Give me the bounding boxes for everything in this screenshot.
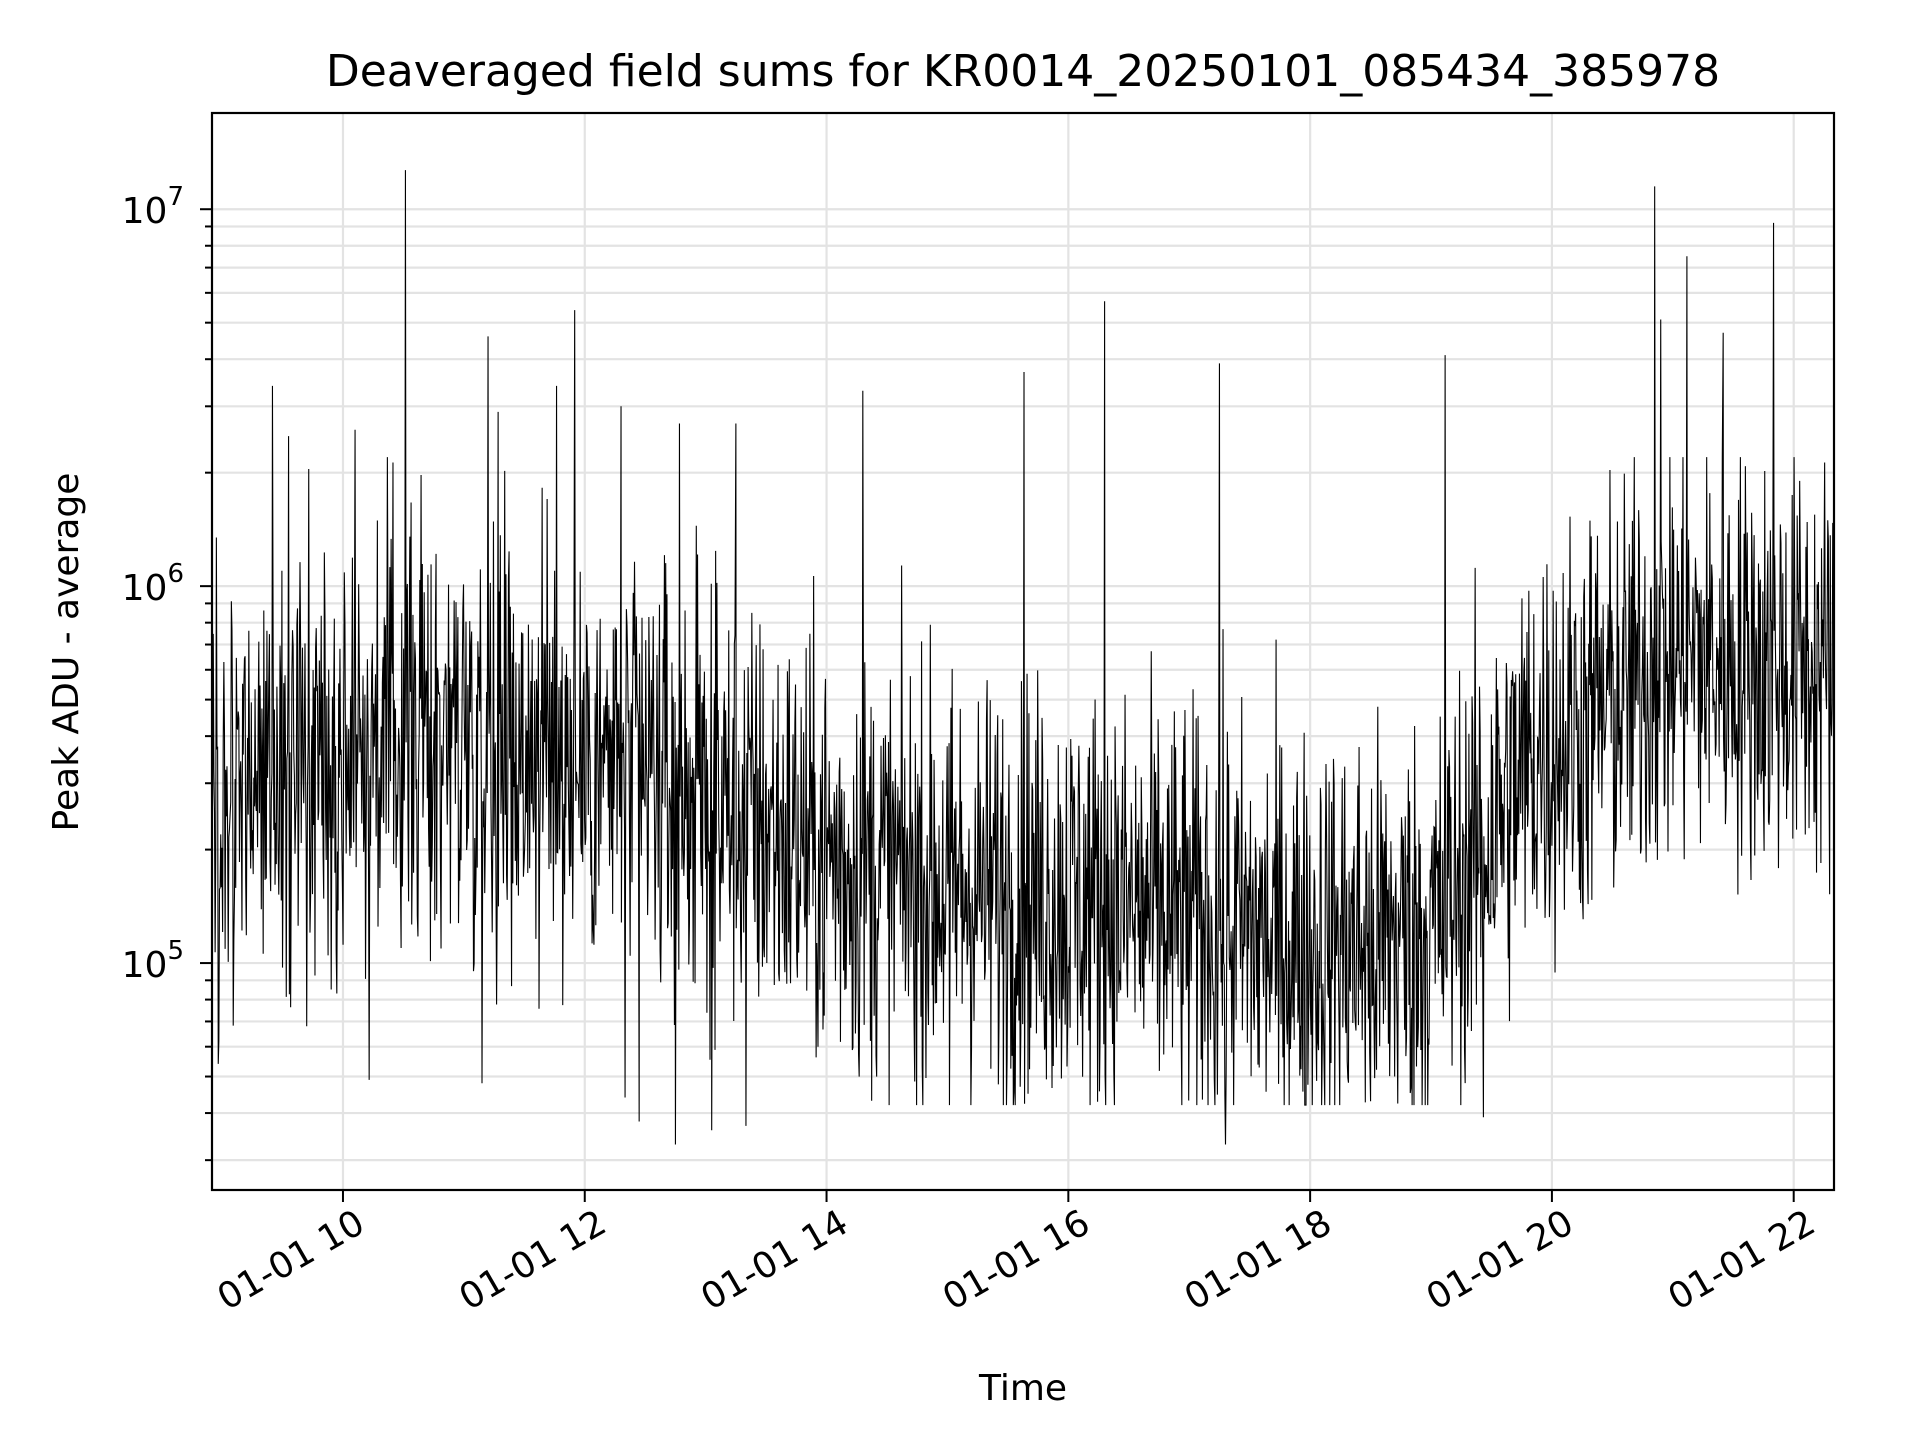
y-tick-base: 10 <box>122 191 168 232</box>
y-tick-exponent: 5 <box>167 936 184 966</box>
plot-frame <box>210 111 1836 1192</box>
x-axis-label: Time <box>978 1368 1067 1409</box>
y-axis-label: Peak ADU - average <box>46 473 87 832</box>
y-tick-base: 10 <box>122 945 168 986</box>
y-tick-label: 106 <box>122 559 184 609</box>
series-layer <box>211 170 1835 1145</box>
series-line <box>211 170 1835 1145</box>
y-tick-exponent: 7 <box>167 182 184 212</box>
y-tick-label: 107 <box>122 182 184 232</box>
y-tick-label: 105 <box>122 936 184 986</box>
y-tick-exponent: 6 <box>167 559 184 589</box>
chart-title: Deaveraged field sums for KR0014_2025010… <box>326 46 1720 97</box>
y-tick-base: 10 <box>122 568 168 609</box>
